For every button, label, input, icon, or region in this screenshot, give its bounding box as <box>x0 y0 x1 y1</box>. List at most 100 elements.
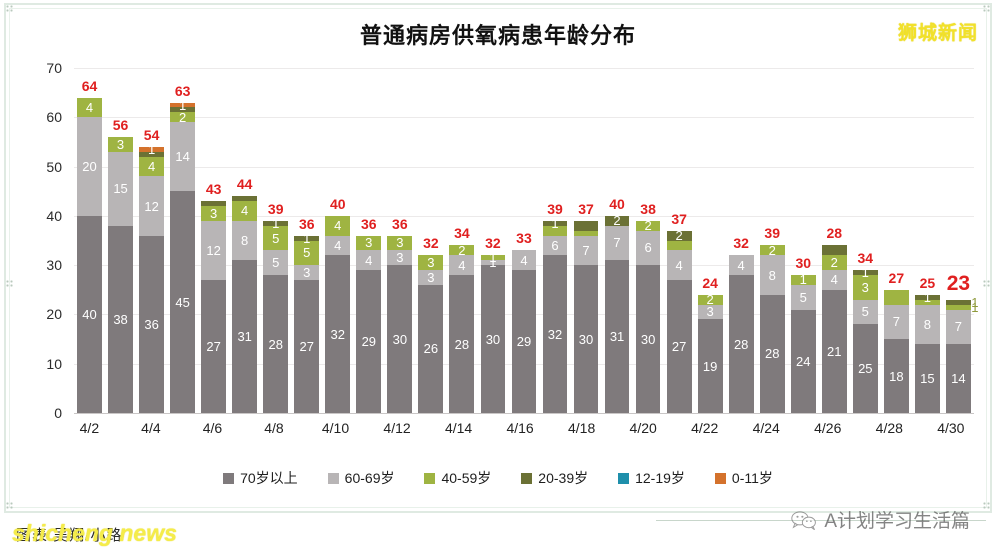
bar-slot[interactable]: 26 3 3 32 <box>415 68 446 413</box>
bar-segment[interactable]: 1 <box>294 232 320 245</box>
legend-item[interactable]: 20-39岁 <box>521 468 588 488</box>
stacked-bar[interactable]: 19 3 2 24 <box>697 275 723 413</box>
stacked-bar[interactable]: 28 4 32 <box>728 235 754 413</box>
bar-segment[interactable]: 7 <box>604 225 630 261</box>
bar-segment[interactable] <box>883 289 909 305</box>
bar-segment[interactable]: 2 <box>604 214 630 227</box>
bar-slot[interactable]: 28 4 2 34 <box>446 68 477 413</box>
bar-segment[interactable]: 28 <box>728 275 754 413</box>
bar-segment[interactable]: 26 <box>418 284 444 413</box>
bar-segment[interactable]: 15 <box>108 151 133 226</box>
bar-segment[interactable]: 32 <box>542 255 568 413</box>
bar-segment[interactable]: 1 <box>139 143 164 156</box>
bar-segment[interactable]: 1 <box>263 217 289 230</box>
bar-slot[interactable]: 45 14 2 1 63 <box>167 68 198 413</box>
bar-segment[interactable]: 4 <box>139 156 164 177</box>
bar-slot[interactable]: 29 4 33 <box>508 68 539 413</box>
bar-segment[interactable]: 8 <box>914 304 940 344</box>
bar-slot[interactable]: 32 4 4 40 <box>322 68 353 413</box>
bar-slot[interactable]: 15 8 1 25 <box>912 68 943 413</box>
bar-segment[interactable]: 27 <box>201 279 227 413</box>
bar-segment[interactable]: 3 <box>418 255 444 271</box>
stacked-bar[interactable]: 30 7 37 <box>573 201 599 413</box>
bar-segment[interactable]: 14 <box>170 122 196 192</box>
bar-segment[interactable]: 1 <box>790 273 816 286</box>
bar-segment[interactable]: 4 <box>821 270 847 290</box>
stacked-bar[interactable]: 32 6 1 39 <box>542 201 568 413</box>
bar-segment[interactable]: 1 <box>480 251 506 264</box>
bar-segment[interactable]: 30 <box>635 265 661 413</box>
stacked-bar[interactable]: 29 4 3 36 <box>356 216 382 413</box>
bar-segment[interactable]: 29 <box>356 270 382 413</box>
bar-segment[interactable]: 30 <box>573 265 599 413</box>
bar-segment[interactable]: 4 <box>77 97 102 118</box>
bar-segment[interactable]: 3 <box>108 137 133 152</box>
bar-segment[interactable]: 25 <box>852 324 878 413</box>
bar-segment[interactable]: 24 <box>790 309 816 413</box>
bar-segment[interactable]: 6 <box>542 235 568 256</box>
bar-segment[interactable]: 2 <box>821 255 847 271</box>
stacked-bar[interactable]: 40 20 4 64 <box>77 78 102 413</box>
stacked-bar[interactable]: 31 8 4 44 <box>232 176 258 413</box>
bar-segment[interactable]: 1 <box>170 99 196 112</box>
bar-segment[interactable] <box>542 225 568 236</box>
bar-segment[interactable]: 3 <box>418 270 444 285</box>
legend-item[interactable]: 40-59岁 <box>424 468 491 488</box>
legend-item[interactable]: 60-69岁 <box>327 468 394 488</box>
bar-segment[interactable]: 7 <box>883 304 909 340</box>
bar-slot[interactable]: 36 12 4 1 54 <box>136 68 167 413</box>
bar-segment[interactable]: 5 <box>852 299 878 325</box>
bar-segment[interactable]: 27 <box>666 279 692 413</box>
bar-segment[interactable]: 6 <box>635 230 661 266</box>
bar-segment[interactable] <box>139 151 164 157</box>
stacked-bar[interactable]: 30 6 2 38 <box>635 201 661 413</box>
bar-segment[interactable]: 2 <box>666 229 692 242</box>
bar-slot[interactable]: 14 7 1 1 23 <box>943 68 979 413</box>
bar-segment[interactable]: 14 <box>945 344 971 413</box>
bar-segment[interactable]: 21 <box>821 289 847 413</box>
bar-segment[interactable]: 3 <box>387 235 413 251</box>
bar-segment[interactable]: 1 <box>914 291 940 304</box>
bar-segment[interactable]: 2 <box>759 244 785 257</box>
bar-slot[interactable]: 28 5 5 1 39 <box>260 68 291 413</box>
bar-segment[interactable]: 31 <box>232 260 258 413</box>
stacked-bar[interactable]: 27 3 5 1 36 <box>294 216 320 413</box>
bar-slot[interactable]: 27 12 3 43 <box>198 68 229 413</box>
bar-segment[interactable] <box>914 299 940 305</box>
bar-segment[interactable]: 4 <box>449 255 475 275</box>
bar-segment[interactable]: 36 <box>139 235 164 413</box>
bar-segment[interactable] <box>573 230 599 236</box>
bar-segment[interactable]: 1 <box>945 301 979 314</box>
stacked-bar[interactable]: 26 3 3 32 <box>418 235 444 413</box>
bar-segment[interactable]: 3 <box>387 250 413 266</box>
bar-segment[interactable] <box>232 196 258 202</box>
bar-slot[interactable]: 27 4 2 37 <box>664 68 695 413</box>
bar-slot[interactable]: 31 8 4 44 <box>229 68 260 413</box>
bar-segment[interactable]: 5 <box>790 284 816 310</box>
stacked-bar[interactable]: 21 4 2 28 <box>821 225 847 413</box>
bar-segment[interactable] <box>573 220 599 231</box>
bar-slot[interactable]: 30 3 3 36 <box>384 68 415 413</box>
bar-segment[interactable]: 28 <box>263 275 289 413</box>
bar-slot[interactable]: 40 20 4 64 <box>74 68 105 413</box>
bar-slot[interactable]: 30 1 1 32 <box>477 68 508 413</box>
bar-segment[interactable]: 30 <box>387 265 413 413</box>
bar-segment[interactable] <box>666 240 692 251</box>
stacked-bar[interactable]: 27 4 2 37 <box>666 211 692 413</box>
bar-slot[interactable]: 19 3 2 24 <box>695 68 726 413</box>
bar-segment[interactable]: 31 <box>604 260 630 413</box>
bar-segment[interactable]: 29 <box>511 270 537 413</box>
stacked-bar[interactable]: 24 5 1 30 <box>790 255 816 413</box>
bar-segment[interactable]: 40 <box>77 215 102 413</box>
bar-segment[interactable]: 3 <box>356 235 382 251</box>
bar-segment[interactable]: 2 <box>697 293 723 306</box>
stacked-bar[interactable]: 29 4 33 <box>511 230 537 413</box>
bar-segment[interactable]: 38 <box>108 225 133 413</box>
bar-slot[interactable]: 31 7 2 40 <box>602 68 633 413</box>
bar-segment[interactable]: 7 <box>945 309 971 344</box>
bar-segment[interactable]: 7 <box>573 235 599 266</box>
stacked-bar[interactable]: 45 14 2 1 63 <box>170 83 196 413</box>
bar-slot[interactable]: 28 8 2 39 <box>757 68 788 413</box>
bar-segment[interactable]: 4 <box>232 201 258 221</box>
bar-segment[interactable]: 4 <box>666 250 692 280</box>
